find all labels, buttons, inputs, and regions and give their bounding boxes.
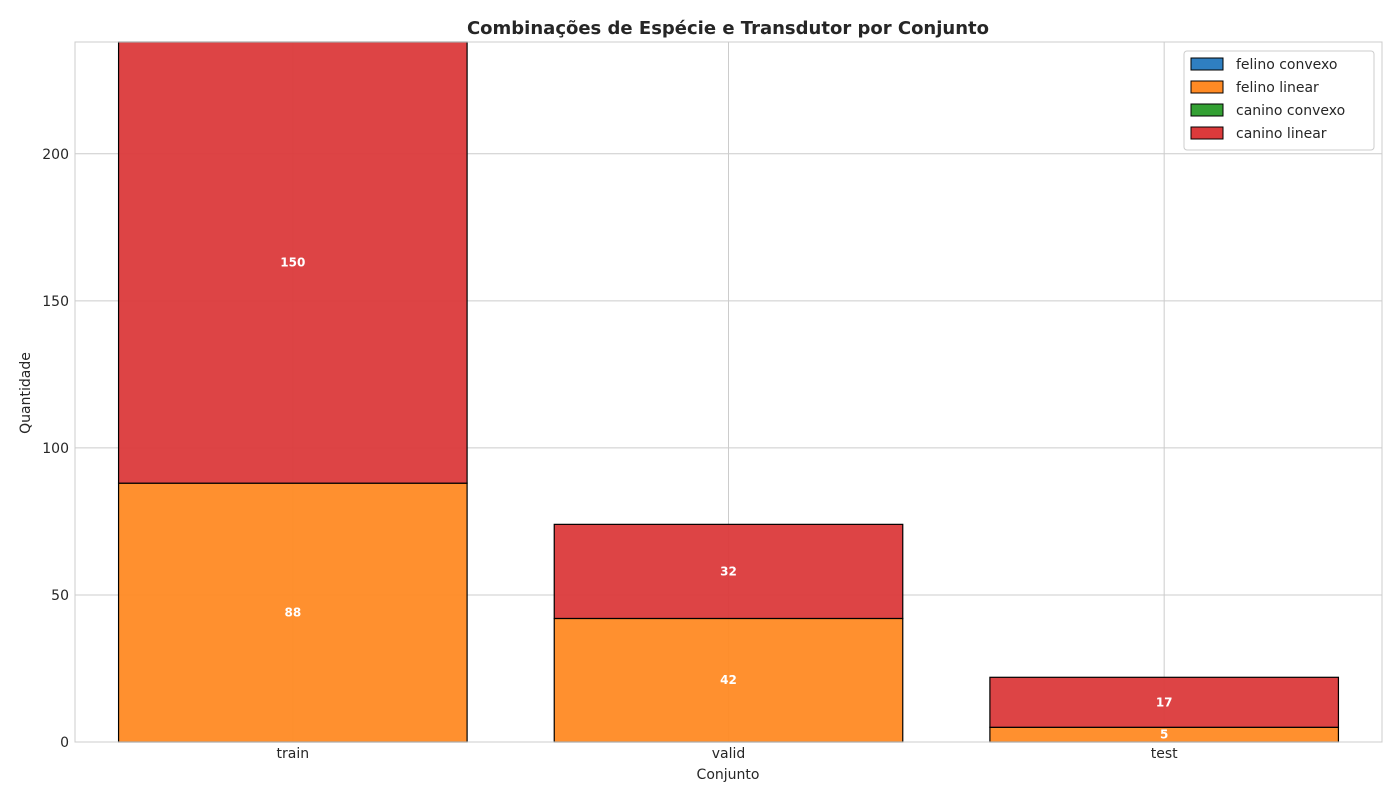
legend: felino convexo felino linear canino convex… bbox=[1183, 50, 1375, 151]
bar-value-label: 17 bbox=[1156, 695, 1173, 709]
legend-label: felino convexo bbox=[1236, 57, 1337, 73]
x-tick-label: train bbox=[277, 746, 310, 762]
plot-frame bbox=[74, 41, 1383, 743]
y-axis-label: Quantidade bbox=[18, 352, 34, 434]
chart-title: Combinações de Espécie e Transdutor por … bbox=[467, 18, 989, 39]
bars bbox=[117, 41, 1340, 743]
legend-box bbox=[1183, 50, 1375, 151]
bar-segment bbox=[553, 523, 904, 620]
legend-swatch bbox=[1190, 126, 1224, 140]
bar-segment bbox=[553, 617, 904, 743]
legend-label: felino linear bbox=[1236, 80, 1319, 96]
x-tick-label: valid bbox=[712, 746, 746, 762]
legend-swatch bbox=[1190, 80, 1224, 94]
bar-value-label: 42 bbox=[720, 673, 737, 687]
bar-value-label: 32 bbox=[720, 564, 737, 578]
x-axis-label: Conjunto bbox=[697, 767, 760, 783]
bar-segment bbox=[117, 41, 468, 484]
legend-swatch bbox=[1190, 57, 1224, 71]
bar-value-label: 150 bbox=[280, 256, 305, 270]
legend-label: canino linear bbox=[1236, 126, 1327, 142]
y-axis-ticks: 0 50 100 150 200 bbox=[42, 147, 69, 751]
bar-segment bbox=[117, 482, 468, 743]
y-tick-label: 0 bbox=[60, 735, 69, 751]
x-axis-ticks: train valid test bbox=[277, 746, 1179, 762]
x-tick-label: test bbox=[1151, 746, 1178, 762]
bar-value-label: 5 bbox=[1160, 728, 1168, 742]
bar-value-labels: 88 150 42 32 5 17 bbox=[280, 256, 1172, 742]
y-tick-label: 150 bbox=[42, 294, 69, 310]
y-tick-label: 100 bbox=[42, 441, 69, 457]
legend-label: canino convexo bbox=[1236, 103, 1345, 119]
y-tick-label: 50 bbox=[51, 588, 69, 604]
y-tick-label: 200 bbox=[42, 147, 69, 163]
bar-value-label: 88 bbox=[284, 606, 301, 620]
legend-swatch bbox=[1190, 103, 1224, 117]
bar-segment bbox=[989, 676, 1340, 728]
